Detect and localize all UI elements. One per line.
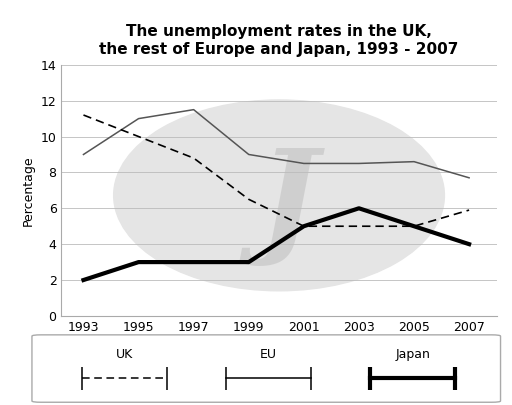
Y-axis label: Percentage: Percentage (22, 155, 35, 226)
Title: The unemployment rates in the UK,
the rest of Europe and Japan, 1993 - 2007: The unemployment rates in the UK, the re… (99, 24, 459, 57)
Text: J: J (258, 145, 317, 266)
Text: EU: EU (260, 348, 277, 361)
Text: Japan: Japan (395, 348, 430, 361)
FancyBboxPatch shape (32, 335, 501, 402)
Text: UK: UK (116, 348, 133, 361)
Circle shape (114, 100, 444, 291)
